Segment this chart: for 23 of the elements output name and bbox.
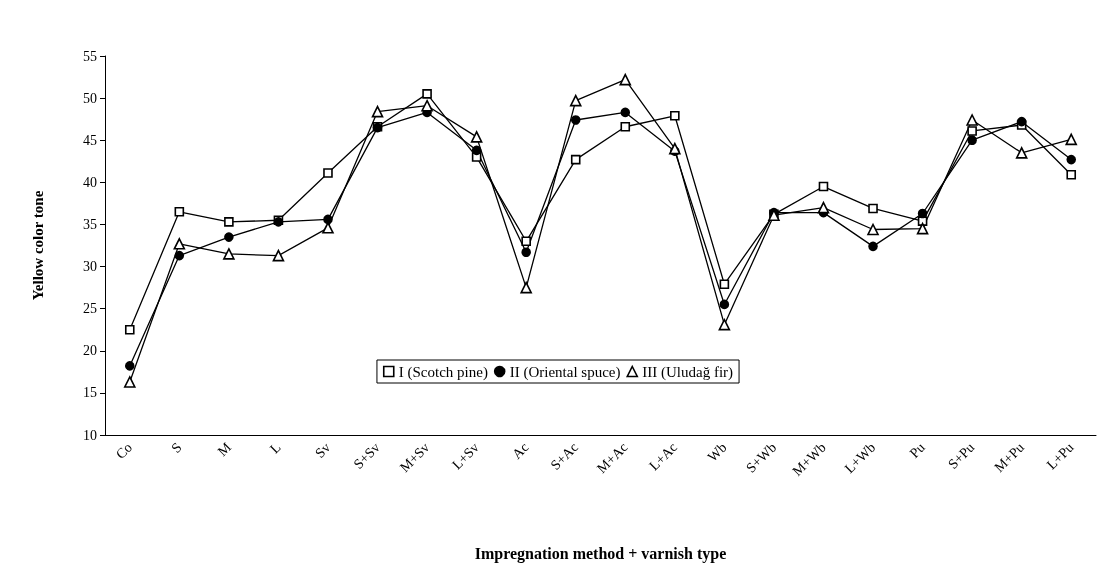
x-tick-label: Wb bbox=[704, 439, 730, 465]
x-axis-title: Impregnation method + varnish type bbox=[474, 544, 727, 563]
y-tick-label: 10 bbox=[83, 427, 97, 443]
x-tick-label: Pu bbox=[906, 439, 928, 461]
x-tick-label: L bbox=[267, 439, 284, 457]
x-tick-label: Co bbox=[112, 439, 136, 462]
y-tick-label: 20 bbox=[83, 343, 97, 359]
y-tick-label: 45 bbox=[83, 132, 97, 148]
x-tick-label: M bbox=[214, 439, 235, 460]
legend-label: II (Oriental spuce) bbox=[509, 363, 621, 381]
y-tick-label: 55 bbox=[83, 48, 97, 64]
legend-label: III (Uludağ fir) bbox=[642, 363, 734, 381]
y-tick-label: 25 bbox=[83, 301, 97, 317]
x-tick-label: Ac bbox=[509, 439, 532, 462]
y-axis-title: Yellow color tone bbox=[29, 190, 46, 301]
x-tick-label: Sv bbox=[312, 439, 334, 461]
y-tick-label: 40 bbox=[83, 174, 97, 190]
legend-label: I (Scotch pine) bbox=[398, 363, 488, 381]
y-tick-label: 30 bbox=[83, 259, 97, 275]
y-tick-label: 15 bbox=[83, 385, 97, 401]
x-tick-label: S bbox=[168, 439, 185, 456]
y-tick-label: 35 bbox=[83, 216, 97, 232]
y-tick-label: 50 bbox=[83, 90, 97, 106]
